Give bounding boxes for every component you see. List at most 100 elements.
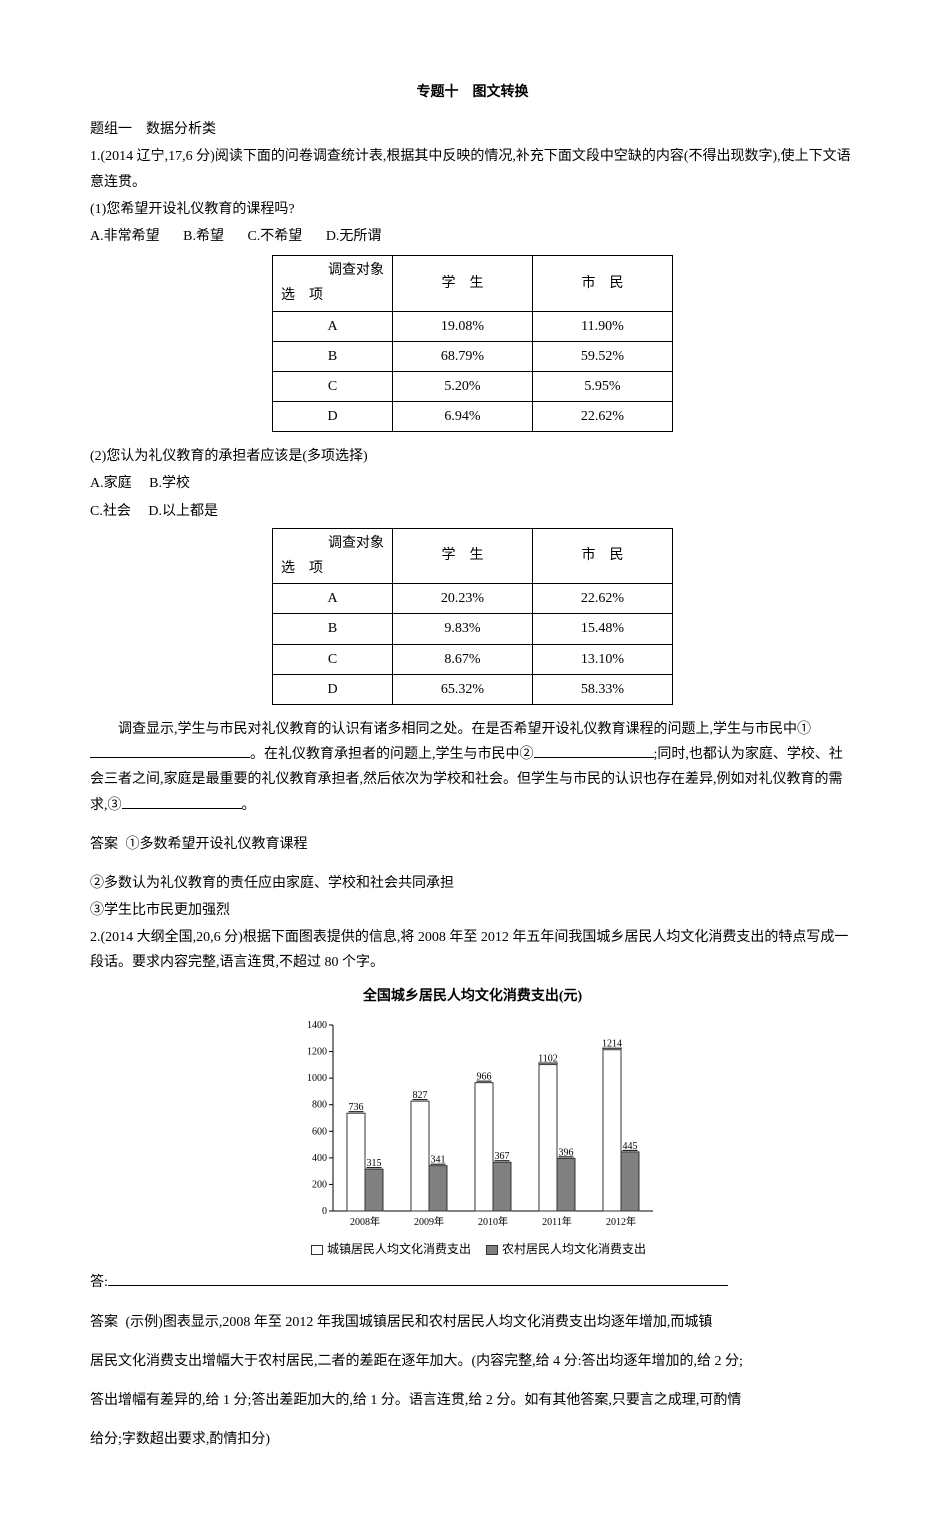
svg-text:367: 367 (494, 1151, 509, 1162)
legend-label-rural: 农村居民人均文化消费支出 (502, 1242, 646, 1256)
header-top: 调查对象 (281, 531, 384, 556)
answer-text-1: ①多数希望开设礼仪教育课程 (126, 837, 308, 852)
table-header-left: 调查对象 选 项 (273, 528, 393, 583)
cell-opt: C (273, 371, 393, 401)
answer-text: (示例)图表显示,2008 年至 2012 年我国城镇居民和农村居民人均文化消费… (126, 1315, 713, 1330)
cell-opt: A (273, 311, 393, 341)
cell-opt: D (273, 674, 393, 704)
q1-sub1-option-d: D.无所谓 (326, 229, 382, 244)
cell-v2: 59.52% (533, 341, 673, 371)
q1-sub2-options-line1: A.家庭 B.学校 (90, 471, 855, 496)
cell-v2: 15.48% (533, 614, 673, 644)
q2-answer-2: 居民文化消费支出增幅大于农村居民,二者的差距在逐年加大。(内容完整,给 4 分:… (90, 1349, 855, 1374)
q1-paragraph: 调查显示,学生与市民对礼仪教育的认识有诸多相同之处。在是否希望开设礼仪教育课程的… (90, 717, 855, 818)
header-bottom: 选 项 (281, 283, 384, 308)
svg-text:200: 200 (312, 1179, 327, 1190)
q1-sub2-options-line2: C.社会 D.以上都是 (90, 499, 855, 524)
q1-answer-1: 答案 ①多数希望开设礼仪教育课程 (90, 832, 855, 857)
svg-text:315: 315 (366, 1158, 381, 1169)
svg-text:2012年: 2012年 (606, 1215, 636, 1228)
header-bottom: 选 项 (281, 556, 384, 581)
q1-sub2-option-d: D.以上都是 (148, 504, 218, 519)
table-row: B 68.79% 59.52% (273, 341, 673, 371)
cell-opt: B (273, 614, 393, 644)
table-row: D 65.32% 58.33% (273, 674, 673, 704)
q2-answer-prompt-line: 答: (90, 1270, 855, 1295)
svg-text:827: 827 (412, 1090, 427, 1101)
svg-text:1214: 1214 (602, 1039, 622, 1050)
svg-text:800: 800 (312, 1100, 327, 1111)
blank-1 (90, 744, 250, 758)
page-title: 专题十 图文转换 (90, 80, 855, 105)
table-row: B 9.83% 15.48% (273, 614, 673, 644)
cell-v2: 58.33% (533, 674, 673, 704)
q1-stem: 1.(2014 辽宁,17,6 分)阅读下面的问卷调查统计表,根据其中反映的情况… (90, 144, 855, 194)
cell-v2: 5.95% (533, 371, 673, 401)
svg-text:1400: 1400 (307, 1020, 327, 1031)
cell-v1: 8.67% (393, 644, 533, 674)
cell-v1: 19.08% (393, 311, 533, 341)
cell-v1: 5.20% (393, 371, 533, 401)
header-top: 调查对象 (281, 258, 384, 283)
q1-sub2: (2)您认为礼仪教育的承担者应该是(多项选择) (90, 444, 855, 469)
cell-v2: 22.62% (533, 584, 673, 614)
answer-label: 答案 (90, 837, 118, 852)
svg-text:2008年: 2008年 (350, 1215, 380, 1228)
answer-prompt: 答: (90, 1275, 108, 1290)
q2-chart-title: 全国城乡居民人均文化消费支出(元) (90, 984, 855, 1009)
q1-table1: 调查对象 选 项 学 生 市 民 A 19.08% 11.90% B 68.79… (272, 255, 673, 432)
svg-text:966: 966 (476, 1071, 491, 1082)
q2-answer-3: 答出增幅有差异的,给 1 分;答出差距加大的,给 1 分。语言连贯,给 2 分。… (90, 1388, 855, 1413)
q2-legend: 城镇居民人均文化消费支出 农村居民人均文化消费支出 (90, 1239, 855, 1261)
svg-text:2011年: 2011年 (542, 1215, 572, 1228)
cell-opt: D (273, 402, 393, 432)
table-col1: 学 生 (393, 528, 533, 583)
legend-label-urban: 城镇居民人均文化消费支出 (327, 1242, 471, 1256)
svg-text:2009年: 2009年 (414, 1215, 444, 1228)
q1-sub1-option-b: B.希望 (183, 229, 224, 244)
svg-text:736: 736 (348, 1102, 363, 1113)
blank-3 (122, 795, 242, 809)
cell-v1: 9.83% (393, 614, 533, 644)
cell-v1: 65.32% (393, 674, 533, 704)
q1-answer-2: ②多数认为礼仪教育的责任应由家庭、学校和社会共同承担 (90, 871, 855, 896)
svg-text:600: 600 (312, 1126, 327, 1137)
table-row: C 5.20% 5.95% (273, 371, 673, 401)
svg-text:1000: 1000 (307, 1073, 327, 1084)
cell-v2: 22.62% (533, 402, 673, 432)
answer-blank (108, 1272, 728, 1286)
table-col1: 学 生 (393, 256, 533, 311)
q2-stem: 2.(2014 大纲全国,20,6 分)根据下面图表提供的信息,将 2008 年… (90, 925, 855, 975)
svg-text:0: 0 (322, 1206, 327, 1217)
para-pre: 调查显示,学生与市民对礼仪教育的认识有诸多相同之处。在是否希望开设礼仪教育课程的… (118, 722, 811, 737)
table-col2: 市 民 (533, 528, 673, 583)
svg-text:2010年: 2010年 (478, 1215, 508, 1228)
legend-swatch-rural (486, 1245, 498, 1255)
svg-text:396: 396 (558, 1147, 573, 1158)
table-row: A 20.23% 22.62% (273, 584, 673, 614)
q1-sub2-option-c: C.社会 (90, 504, 131, 519)
q1-sub2-option-b: B.学校 (149, 476, 190, 491)
svg-text:400: 400 (312, 1153, 327, 1164)
q1-sub1-options: A.非常希望 B.希望 C.不希望 D.无所谓 (90, 224, 855, 249)
para-end: 。 (242, 798, 256, 813)
para-mid1: 。在礼仪教育承担者的问题上,学生与市民中② (250, 747, 534, 762)
cell-opt: C (273, 644, 393, 674)
q1-sub1-option-a: A.非常希望 (90, 229, 160, 244)
cell-v1: 20.23% (393, 584, 533, 614)
svg-text:1200: 1200 (307, 1046, 327, 1057)
q2-bar-chart: 0 200 400 600 800 1000 1200 1400 2008年 736 315 2009… (283, 1015, 663, 1235)
q2-chart-wrap: 全国城乡居民人均文化消费支出(元) 0 200 400 600 800 1000 1200 1… (90, 984, 855, 1261)
table-row: D 6.94% 22.62% (273, 402, 673, 432)
svg-text:1102: 1102 (538, 1053, 558, 1064)
group-heading: 题组一 数据分析类 (90, 117, 855, 142)
cell-opt: B (273, 341, 393, 371)
q2-answer-4: 给分;字数超出要求,酌情扣分) (90, 1427, 855, 1452)
q1-sub1: (1)您希望开设礼仪教育的课程吗? (90, 197, 855, 222)
q2-answer-1: 答案 (示例)图表显示,2008 年至 2012 年我国城镇居民和农村居民人均文… (90, 1310, 855, 1335)
table-header-left: 调查对象 选 项 (273, 256, 393, 311)
legend-swatch-urban (311, 1245, 323, 1255)
q1-table2: 调查对象 选 项 学 生 市 民 A 20.23% 22.62% B 9.83%… (272, 528, 673, 705)
cell-v2: 11.90% (533, 311, 673, 341)
cell-v2: 13.10% (533, 644, 673, 674)
